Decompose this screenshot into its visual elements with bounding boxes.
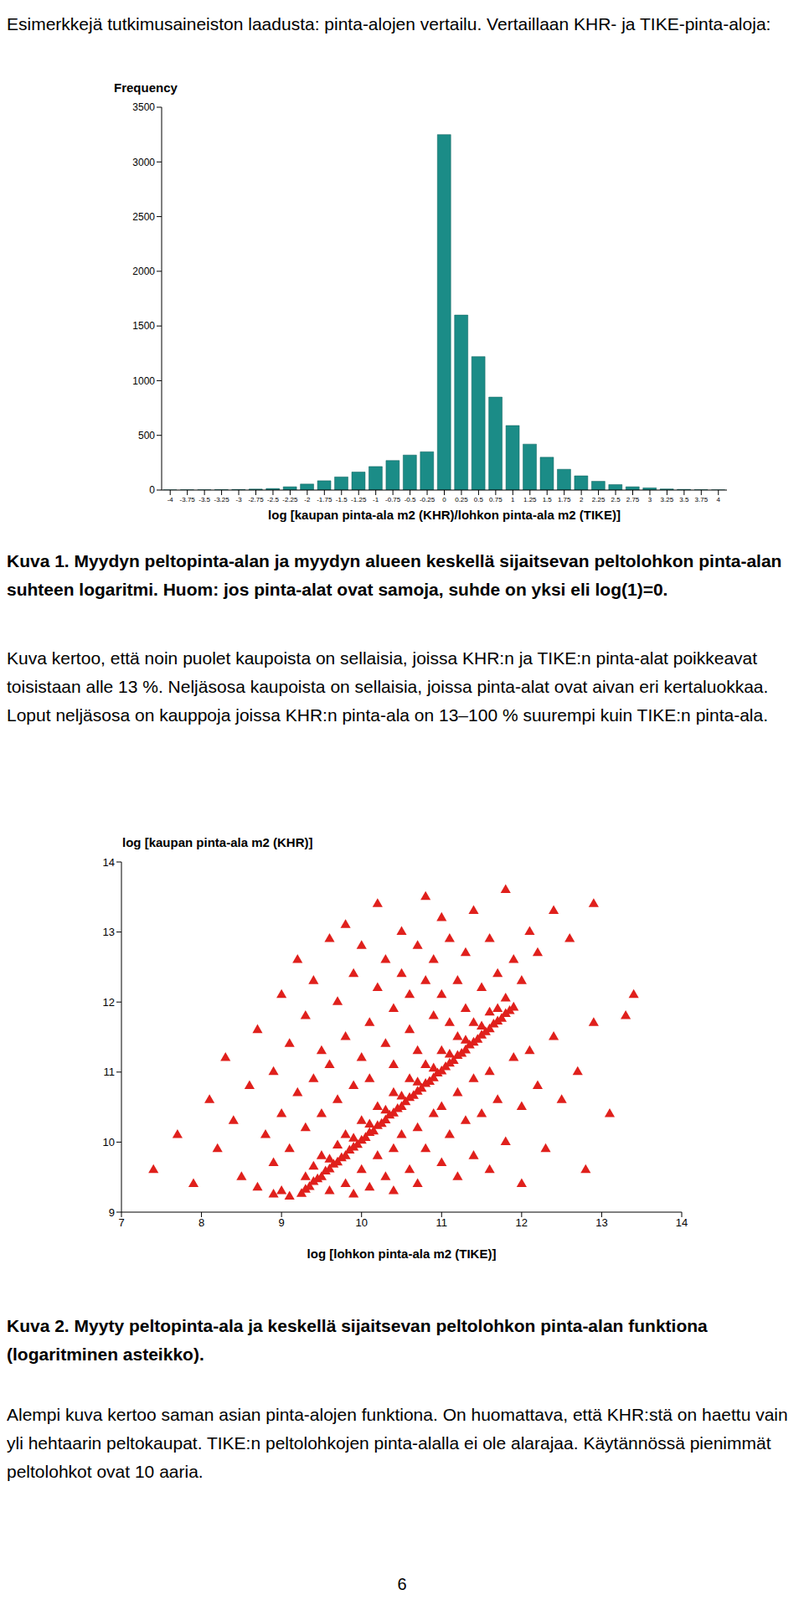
svg-text:0: 0: [149, 484, 155, 496]
svg-text:2.25: 2.25: [592, 495, 606, 504]
svg-text:11: 11: [436, 1216, 449, 1229]
svg-text:3000: 3000: [132, 156, 155, 169]
svg-text:3500: 3500: [132, 101, 155, 114]
svg-text:1.5: 1.5: [542, 495, 553, 504]
svg-text:12: 12: [515, 1216, 528, 1229]
svg-text:13: 13: [595, 1216, 608, 1229]
svg-text:-1.75: -1.75: [316, 495, 333, 504]
svg-text:-1.5: -1.5: [335, 495, 348, 504]
svg-text:2.5: 2.5: [610, 495, 621, 504]
html-text:Kuva 1. Myydyn peltopinta-alan: Kuva 1. Myydyn peltopinta-alan ja myydyn…: [6, 551, 782, 599]
svg-text:2: 2: [579, 495, 584, 504]
html-text:log [kaupan pinta-ala m2 (KHR): log [kaupan pinta-ala m2 (KHR)/lohkon pi…: [268, 507, 621, 522]
html-text:Kuva 2. Myyty peltopinta-ala j: Kuva 2. Myyty peltopinta-ala ja keskellä…: [6, 1315, 708, 1364]
svg-text:8: 8: [198, 1216, 205, 1229]
svg-text:3.25: 3.25: [660, 495, 675, 504]
svg-text:1500: 1500: [132, 319, 155, 332]
svg-text:-0.5: -0.5: [404, 495, 417, 504]
svg-text:10: 10: [103, 1135, 115, 1149]
svg-text:9: 9: [278, 1216, 285, 1229]
svg-text:14: 14: [675, 1216, 688, 1229]
svg-text:3.75: 3.75: [695, 495, 709, 504]
svg-text:9: 9: [108, 1206, 115, 1219]
svg-text:0.75: 0.75: [489, 495, 503, 504]
svg-text:2500: 2500: [132, 211, 155, 223]
svg-text:11: 11: [103, 1065, 116, 1078]
svg-text:-2.5: -2.5: [267, 495, 279, 504]
svg-text:0: 0: [442, 495, 447, 504]
html-text:Frequency: Frequency: [113, 80, 178, 95]
svg-text:0.5: 0.5: [474, 495, 485, 504]
svg-text:-1: -1: [372, 495, 380, 504]
svg-text:4: 4: [716, 495, 722, 504]
svg-text:1.25: 1.25: [523, 495, 537, 504]
svg-text:13: 13: [103, 925, 115, 938]
svg-text:-0.25: -0.25: [419, 495, 436, 504]
svg-text:14: 14: [103, 855, 115, 869]
svg-text:-3: -3: [235, 495, 243, 504]
svg-text:2000: 2000: [132, 265, 155, 278]
svg-text:1000: 1000: [132, 375, 155, 387]
svg-text:-0.75: -0.75: [385, 495, 402, 504]
html-text:log [kaupan pinta-ala m2 (KHR): log [kaupan pinta-ala m2 (KHR)]: [122, 834, 313, 850]
svg-text:-2.25: -2.25: [282, 495, 299, 504]
svg-text:-1.25: -1.25: [350, 495, 367, 504]
html-text:Kuva kertoo, että noin puolet: Kuva kertoo, että noin puolet kaupoista …: [6, 648, 769, 725]
svg-text:-3.75: -3.75: [180, 495, 196, 504]
svg-text:500: 500: [138, 429, 155, 442]
html-text:Alempi kuva kertoo saman asian: Alempi kuva kertoo saman asian pinta-alo…: [6, 1404, 788, 1481]
svg-text:2.75: 2.75: [626, 495, 640, 504]
svg-text:-2.75: -2.75: [247, 495, 264, 504]
svg-text:3.5: 3.5: [679, 495, 690, 504]
svg-text:7: 7: [118, 1216, 124, 1229]
svg-text:1.75: 1.75: [557, 495, 572, 504]
svg-text:-3.5: -3.5: [198, 495, 211, 504]
svg-text:1: 1: [510, 495, 516, 504]
svg-text:3: 3: [648, 495, 653, 504]
svg-text:-4: -4: [167, 495, 175, 504]
svg-text:-2: -2: [304, 495, 311, 504]
svg-text:12: 12: [103, 995, 115, 1009]
html-text:6: 6: [397, 1574, 407, 1593]
html-text:log [lohkon pinta-ala m2 (TIKE: log [lohkon pinta-ala m2 (TIKE)]: [307, 1246, 497, 1261]
svg-text:-3.25: -3.25: [213, 495, 230, 504]
svg-text:0.25: 0.25: [454, 495, 469, 504]
svg-text:10: 10: [355, 1216, 367, 1229]
html-text:Esimerkkejä tutkimusaineiston: Esimerkkejä tutkimusaineiston laadusta: …: [6, 14, 771, 34]
